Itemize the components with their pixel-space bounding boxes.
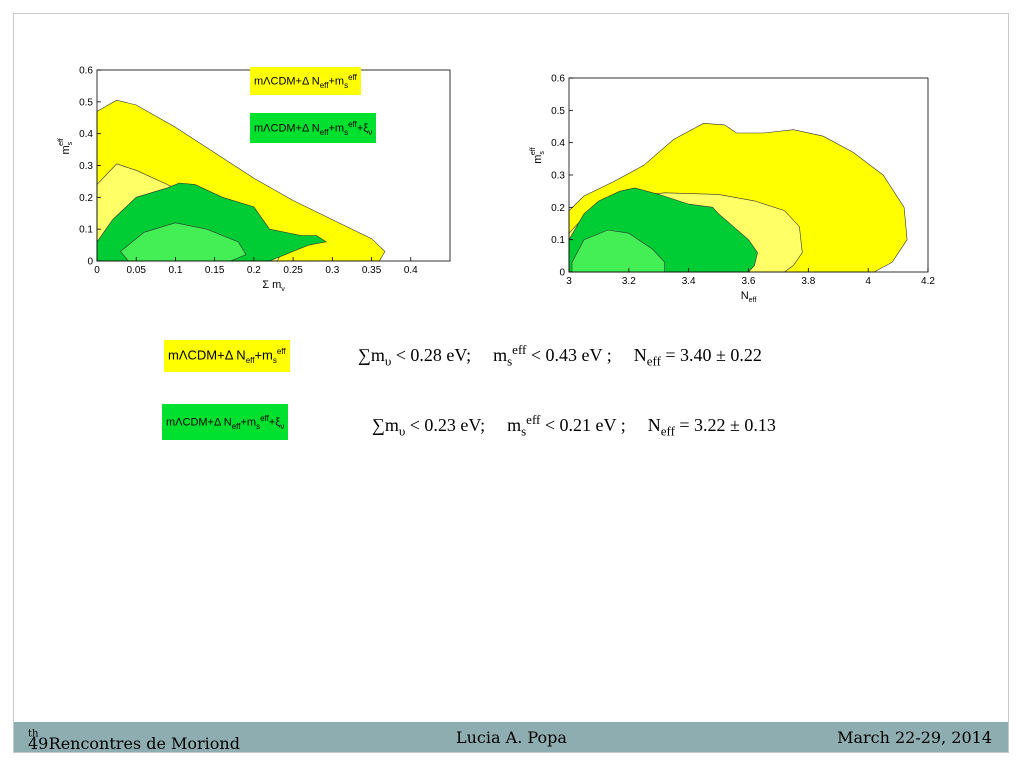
x-tick-label: 0.15 bbox=[205, 265, 225, 276]
x-tick-label: 0.1 bbox=[168, 265, 182, 276]
y-tick-label: 0.5 bbox=[551, 106, 565, 117]
y-axis-label: mseff bbox=[58, 138, 74, 154]
x-tick-label: 0.2 bbox=[247, 265, 261, 276]
x-tick-label: 4 bbox=[865, 276, 871, 287]
equation-row-1: ∑mυ < 0.28 eV; mseff < 0.43 eV ; Neff = 3.… bbox=[358, 342, 762, 369]
x-tick-label: 0.35 bbox=[362, 265, 382, 276]
legend-green: mΛCDM+Δ Neff+mseff+ξν bbox=[250, 113, 377, 143]
x-tick-label: 0.05 bbox=[126, 265, 146, 276]
x-tick-label: 0.4 bbox=[404, 265, 418, 276]
contour-plot-neff: 3 3.2 3.4 3.6 3.8 4 4.2 0 0.1 0.2 0.3 0.4 0.5 0.6 Neff… bbox=[530, 74, 935, 305]
y-tick-label: 0.2 bbox=[79, 193, 93, 204]
y-axis-label: mseff bbox=[530, 147, 546, 163]
y-tick-label: 0.4 bbox=[551, 138, 565, 149]
y-tick-label: 0.6 bbox=[551, 74, 565, 85]
legend-label: mΛCDM+Δ Neff+mseff+ξν bbox=[166, 413, 285, 431]
x-tick-label: 3.8 bbox=[801, 276, 815, 287]
y-tick-label: 0.6 bbox=[79, 66, 93, 77]
y-tick-label: 0.3 bbox=[551, 171, 565, 182]
legend-label: mΛCDM+Δ Neff+mseff+ξν bbox=[254, 119, 373, 137]
equation-legend-green: mΛCDM+Δ Neff+mseff+ξν bbox=[162, 404, 289, 440]
x-tick-label: 3.2 bbox=[622, 276, 636, 287]
y-tick-label: 0.4 bbox=[79, 129, 93, 140]
x-tick-label: 0.25 bbox=[283, 265, 303, 276]
x-axis-label: Neff bbox=[741, 290, 757, 304]
contour-plot-mnu: 0 0.05 0.1 0.15 0.2 0.25 0.3 0.35 0.4 0 0.1 0.2 0.3 0… bbox=[58, 66, 451, 293]
y-tick-label: 0 bbox=[559, 268, 565, 279]
y-axis-label-text: mseff bbox=[58, 138, 74, 154]
equation-legend-yellow: mΛCDM+Δ Neff+mseff bbox=[164, 340, 290, 372]
y-tick-label: 0.3 bbox=[79, 161, 93, 172]
legend-label: mΛCDM+Δ Neff+mseff bbox=[254, 72, 357, 90]
footer-author: Lucia A. Popa bbox=[456, 728, 567, 747]
slide-frame bbox=[13, 13, 1009, 753]
x-tick-label: 3.4 bbox=[682, 276, 696, 287]
x-axis-label: Σ mν bbox=[262, 279, 285, 293]
equation-row-2: ∑mυ < 0.23 eV; mseff < 0.21 eV ; Neff = 3.… bbox=[372, 412, 776, 439]
y-tick-label: 0.5 bbox=[79, 97, 93, 108]
y-tick-label: 0.1 bbox=[551, 235, 565, 246]
footer-date: March 22-29, 2014 bbox=[837, 728, 992, 747]
x-tick-label: 4.2 bbox=[921, 276, 935, 287]
legend-yellow: mΛCDM+Δ Neff+mseff bbox=[250, 67, 361, 95]
x-tick-label: 3 bbox=[566, 276, 572, 287]
y-axis-label-text: mseff bbox=[530, 147, 546, 163]
x-tick-label: 0 bbox=[94, 265, 100, 276]
x-tick-label: 3.6 bbox=[742, 276, 756, 287]
y-tick-label: 0.1 bbox=[79, 225, 93, 236]
y-tick-label: 0 bbox=[87, 257, 93, 268]
y-tick-label: 0.2 bbox=[551, 203, 565, 214]
legend-label: mΛCDM+Δ Neff+mseff bbox=[168, 347, 286, 365]
x-tick-label: 0.3 bbox=[325, 265, 339, 276]
